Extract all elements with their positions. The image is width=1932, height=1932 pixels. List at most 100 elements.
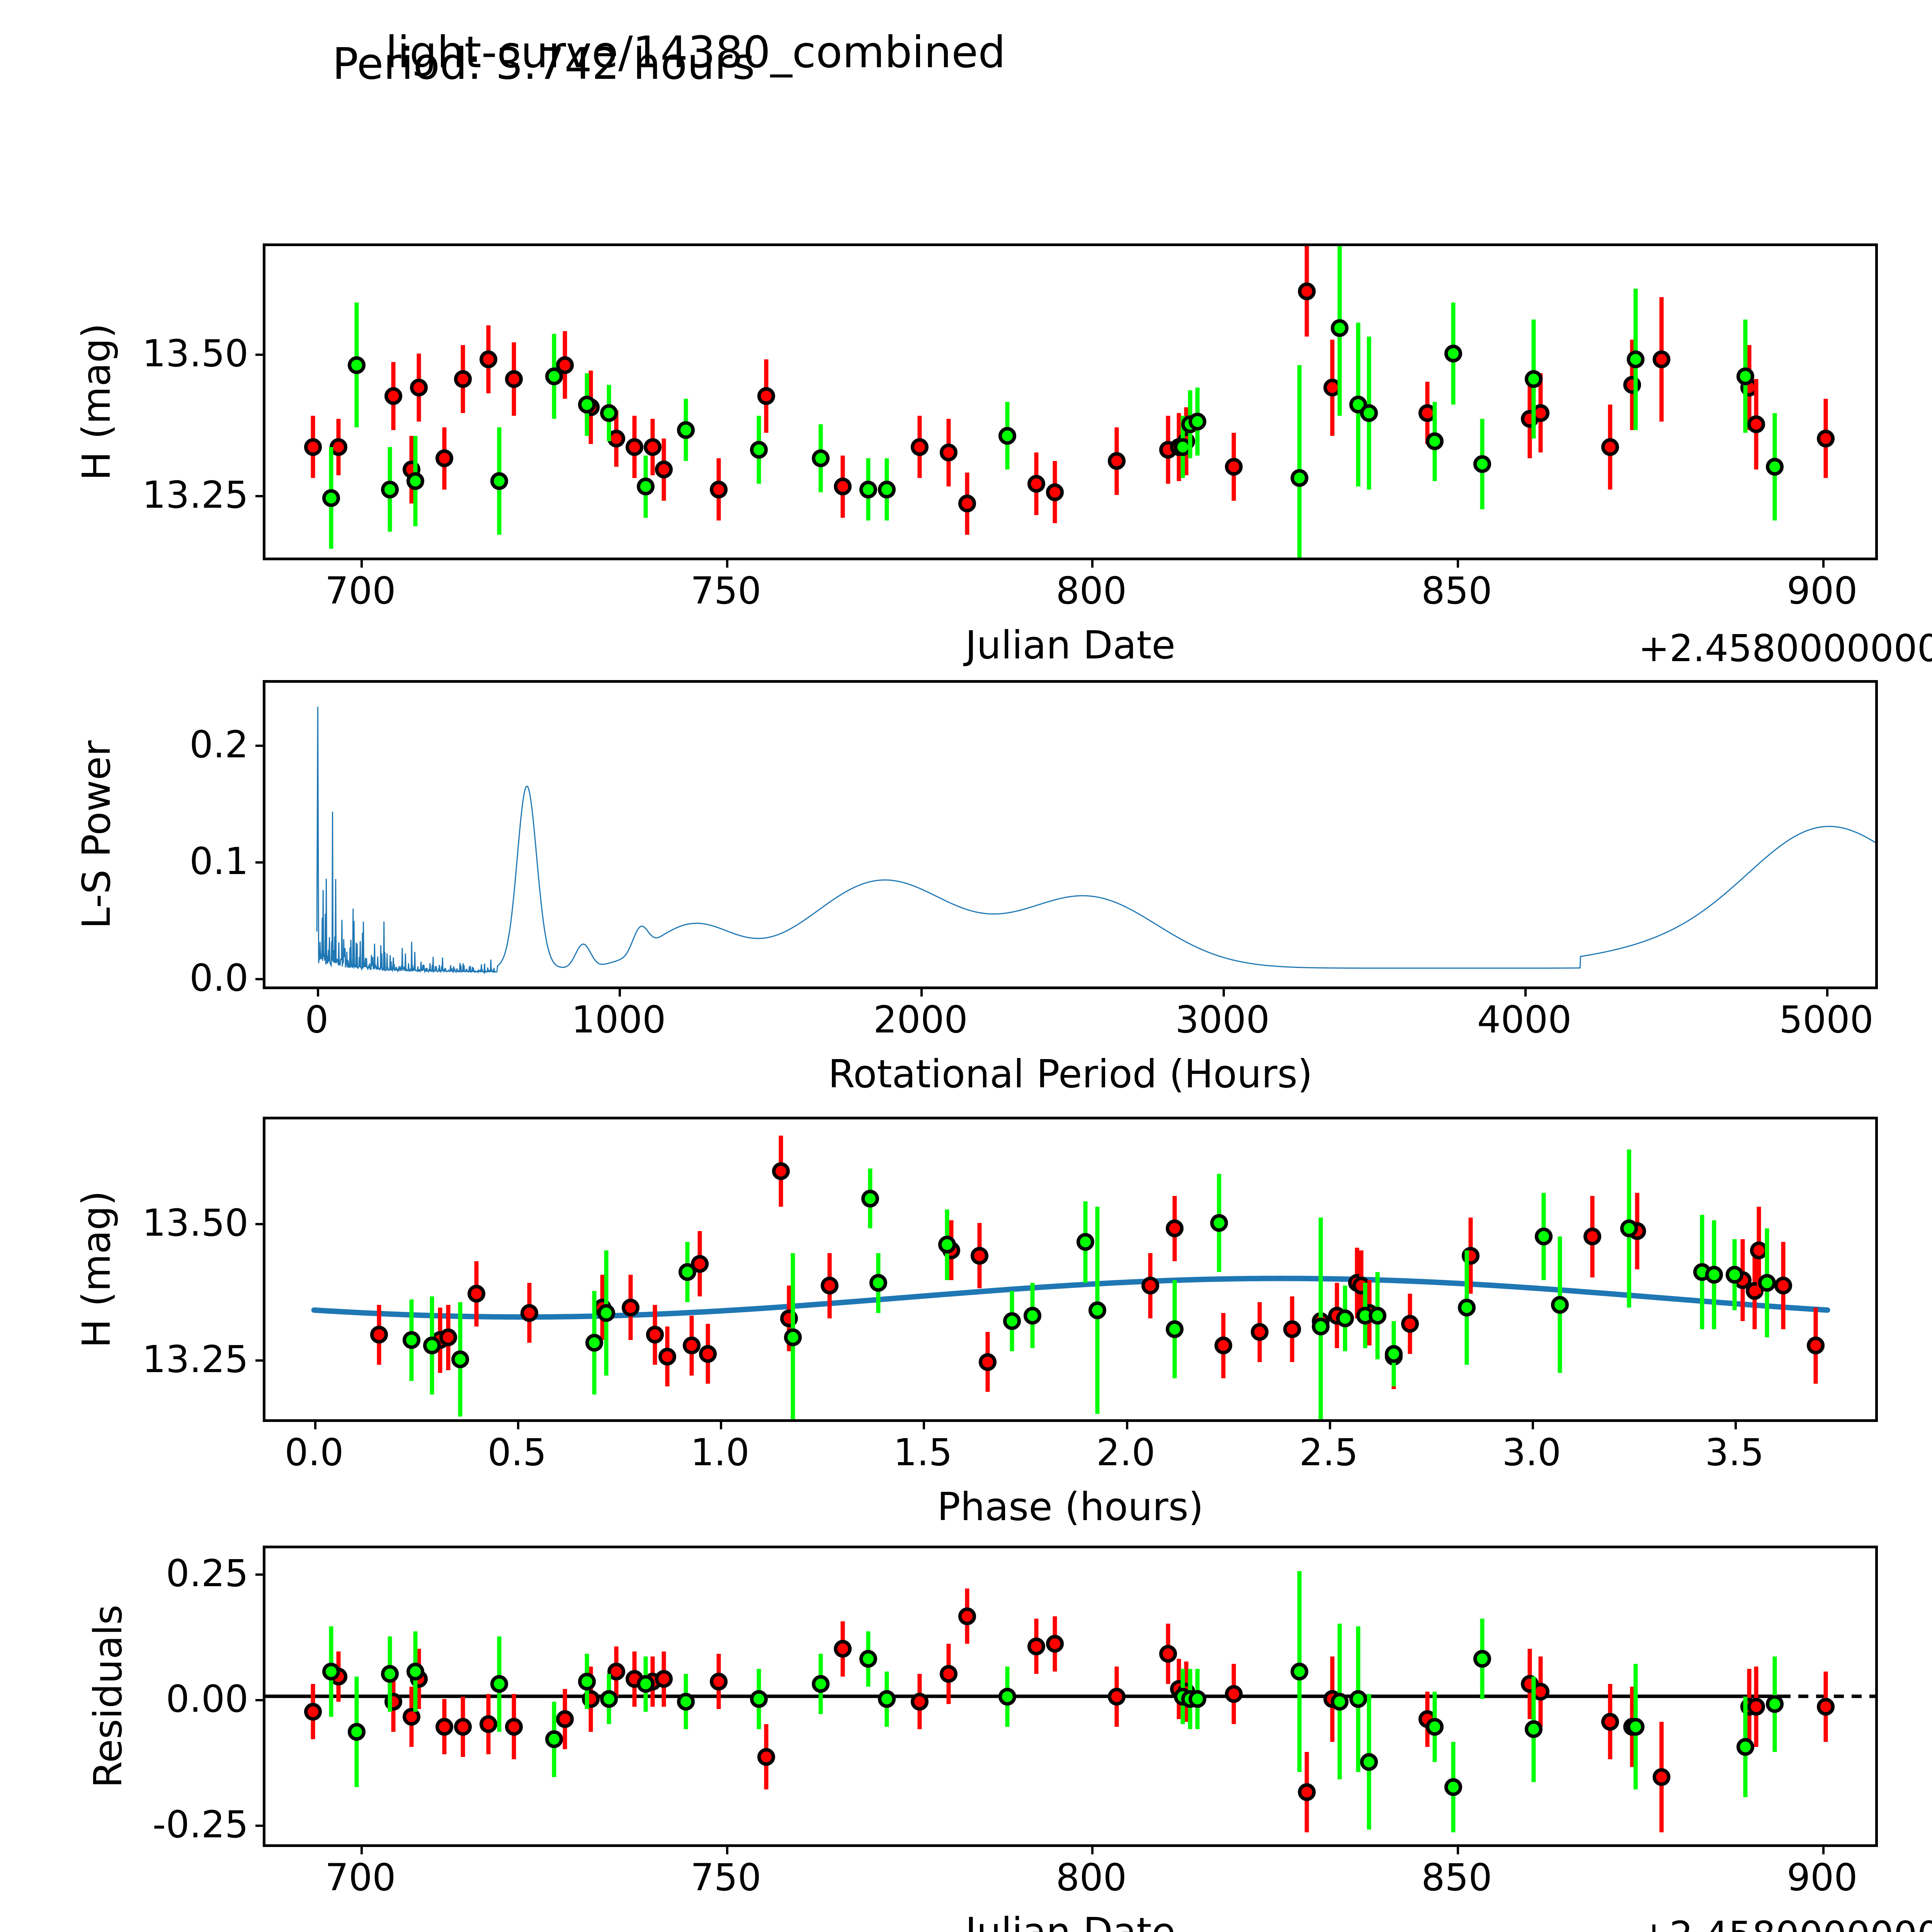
data-point: [1747, 1697, 1765, 1716]
data-point: [690, 1255, 709, 1273]
x-axis-offset-text: +2.4580000000e6: [1638, 627, 1932, 670]
data-point: [1627, 1718, 1645, 1736]
y-tick-label: -0.25: [152, 1803, 248, 1846]
x-tick: [1091, 1844, 1094, 1854]
x-tick-label: 1.5: [893, 1431, 952, 1474]
data-point: [1165, 1219, 1184, 1238]
data-point: [1444, 1778, 1462, 1796]
data-point: [958, 1607, 976, 1625]
data-point: [322, 1662, 340, 1680]
data-point: [384, 1692, 402, 1711]
x-axis-label: Phase (hours): [937, 1484, 1204, 1529]
data-point: [1023, 1306, 1041, 1325]
data-point: [834, 478, 852, 496]
data-point: [677, 421, 695, 439]
data-point: [322, 489, 340, 507]
data-point: [1652, 350, 1670, 368]
x-tick: [316, 986, 319, 997]
y-tick: [255, 1359, 265, 1362]
data-point: [505, 1718, 523, 1736]
data-point: [682, 1337, 701, 1355]
data-point: [1210, 1214, 1228, 1232]
data-point: [812, 1675, 830, 1693]
data-point: [582, 1690, 600, 1708]
y-tick: [255, 745, 265, 747]
data-point: [370, 1326, 388, 1344]
x-axis-label: Julian Date: [965, 1909, 1175, 1932]
data-point: [578, 1672, 596, 1690]
data-point: [1444, 345, 1462, 363]
data-point: [1601, 438, 1619, 456]
x-tick: [360, 1844, 363, 1854]
data-point: [556, 1710, 574, 1728]
x-tick: [726, 1844, 728, 1854]
data-point: [1725, 1266, 1743, 1284]
panel-light-curve: 700 750 800 850 900 13.25 13.50: [142, 243, 1878, 609]
data-point: [403, 1708, 421, 1726]
x-tick-label: 2000: [873, 998, 968, 1041]
data-point: [709, 480, 728, 498]
data-point: [520, 1304, 538, 1322]
y-tick: [255, 1825, 265, 1827]
x-tick: [1524, 986, 1527, 997]
data-point: [1473, 1650, 1492, 1668]
x-axis-label: Julian Date: [965, 622, 1175, 668]
data-point: [750, 1690, 768, 1708]
data-point: [1627, 350, 1645, 368]
data-point: [1747, 415, 1765, 434]
data-point: [1159, 1645, 1177, 1663]
y-tick: [255, 978, 265, 980]
data-point: [1368, 1306, 1386, 1325]
data-point: [600, 404, 618, 422]
light-curve-plot-area: [265, 246, 1875, 558]
y-tick: [255, 354, 265, 356]
data-point: [910, 1692, 929, 1711]
data-point: [709, 1672, 728, 1690]
data-point: [1141, 1277, 1159, 1295]
data-point: [439, 1328, 457, 1347]
data-point: [468, 1285, 486, 1303]
data-point: [750, 441, 768, 459]
data-point: [979, 1353, 997, 1371]
periodogram-curve: [265, 683, 1875, 986]
data-point: [820, 1277, 838, 1295]
data-point: [348, 1723, 366, 1741]
data-point: [812, 449, 830, 468]
y-axis-label: L-S Power: [74, 740, 119, 929]
data-point: [1360, 404, 1378, 422]
x-tick-label: 4000: [1477, 998, 1572, 1041]
data-point: [1027, 475, 1046, 493]
data-point: [861, 1189, 879, 1208]
data-point: [1620, 1219, 1638, 1238]
data-point: [780, 1309, 798, 1327]
data-point: [490, 1675, 509, 1693]
y-axis-label: H (mag): [74, 1190, 119, 1348]
data-point: [655, 1670, 673, 1688]
x-tick: [1822, 558, 1825, 568]
data-point: [859, 1650, 878, 1668]
data-point: [454, 1718, 472, 1736]
data-point: [505, 370, 523, 388]
x-tick-label: 750: [690, 569, 762, 612]
periodogram-plot-area: [265, 683, 1875, 986]
x-tick-label: 800: [1056, 1856, 1127, 1899]
x-tick: [726, 558, 728, 568]
data-point: [1003, 1312, 1021, 1330]
data-point: [381, 480, 399, 498]
x-tick-label: 0: [305, 998, 329, 1041]
data-point: [658, 1347, 676, 1366]
data-point: [1331, 319, 1349, 337]
data-point: [1623, 376, 1641, 394]
data-point: [384, 387, 402, 405]
data-point: [1817, 1697, 1835, 1716]
y-tick-label: 0.1: [189, 839, 248, 883]
x-tick: [1826, 986, 1829, 997]
panel-periodogram: 0 1000 2000 3000 4000 5000 0.0 0.1 0.2: [189, 680, 1878, 1038]
data-point: [435, 449, 454, 468]
y-tick-label: 13.50: [142, 1201, 248, 1245]
data-point: [1298, 282, 1316, 301]
data-point: [1188, 412, 1206, 430]
data-point: [1736, 367, 1755, 385]
data-point: [1311, 1318, 1330, 1336]
